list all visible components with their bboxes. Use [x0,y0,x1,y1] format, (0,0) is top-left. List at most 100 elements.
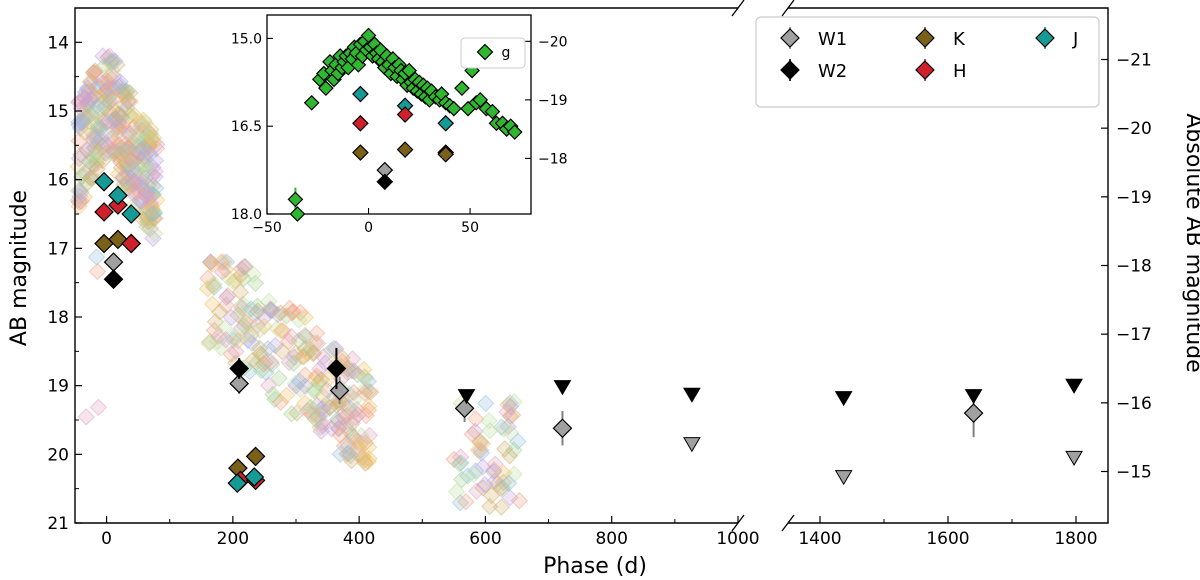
optical-point [331,426,350,444]
axis-break-mark [781,514,795,532]
plot-area [69,47,1083,516]
optical-point [77,408,95,426]
inset-g-point [506,124,523,140]
optical-point [234,304,252,323]
optical-point [282,327,301,346]
h-point [94,202,114,222]
optical-point [110,105,128,124]
inset-y-tick-label: 16.5 [231,119,262,135]
optical-point [261,300,280,318]
y-right-tick-label: −16 [1116,394,1152,414]
inset-k-point [352,144,369,161]
optical-point [148,191,166,209]
optical-point [501,397,520,416]
optical-point [92,119,110,137]
optical-point [216,330,235,349]
optical-point [359,438,378,456]
optical-point [200,334,218,353]
y-right-tick-label: −19 [1116,188,1152,208]
x-tick-label: 0 [101,529,112,549]
x-tick-label: 400 [343,529,375,549]
optical-point [111,77,130,95]
w1-point [329,380,350,401]
optical-point [232,297,250,315]
optical-point [235,258,253,276]
inset-h-point [352,114,369,132]
optical-point [447,483,466,501]
x-tick-label: 1600 [926,529,969,549]
optical-point [499,396,517,414]
y-tick-label: 18 [47,308,69,328]
y-axis-label: AB magnitude [7,190,32,346]
w1-upper-limits-point [834,470,853,486]
legend-label-j: J [1072,29,1078,50]
x-tick-label: 1800 [1054,529,1097,549]
optical-point [345,362,363,380]
inset-g-point [303,94,320,111]
y-tick-label: 16 [47,171,69,191]
optical-point [215,319,234,337]
optical-point [101,52,120,71]
optical-point [229,306,247,324]
optical-point [450,454,469,473]
inset-y-tick-label: 15.0 [231,31,262,47]
optical-point [343,362,361,380]
axis-break-mark [781,0,795,17]
y-right-tick-label: −21 [1116,51,1152,71]
optical-point [295,347,313,366]
j-point [108,185,128,206]
optical-point [277,386,296,405]
optical-point [268,319,286,338]
optical-point [480,412,498,430]
optical-point [213,263,231,281]
optical-point [141,145,159,164]
optical-point [325,339,343,358]
axes-frame-left [74,7,738,524]
w1-point [552,418,573,439]
optical-point [510,492,529,510]
optical-point [203,255,221,273]
optical-point [136,113,154,132]
optical-point [86,62,104,80]
x-tick-label: 1400 [798,529,841,549]
optical-point [453,470,471,489]
w2-upper-limits-point [834,391,853,407]
optical-point [238,326,256,344]
optical-point [251,339,269,358]
optical-point [103,52,121,70]
y-tick-label: 14 [47,33,69,53]
inset-g-point [445,100,462,117]
inset-y-right-tick-label: −18 [538,151,568,167]
optical-point [204,276,223,295]
optical-point [106,52,124,70]
optical-point [351,435,369,453]
axis-break-mark [731,0,745,17]
optical-point [226,271,244,290]
optical-point [84,154,102,173]
x-tick-label: 600 [469,529,501,549]
optical-point [290,331,308,350]
optical-point [355,384,374,402]
optical-point [340,444,358,462]
optical-point [252,361,271,380]
y-tick-label: 21 [47,514,69,534]
optical-point [457,492,475,511]
optical-point [499,417,517,436]
optical-point [471,434,490,452]
inset-legend-box [460,37,526,69]
optical-point [147,179,165,197]
optical-point [134,111,153,129]
optical-point [466,410,485,428]
w2-point [229,358,250,379]
optical-point [242,300,260,318]
optical-point [110,128,128,147]
optical-point [481,497,499,516]
optical-point [306,334,324,352]
optical-point [145,225,164,243]
j-point [227,473,248,494]
optical-point [262,353,280,371]
optical-point [122,151,141,169]
w1-point [229,373,250,394]
optical-point [82,90,101,109]
optical-point [499,474,518,492]
